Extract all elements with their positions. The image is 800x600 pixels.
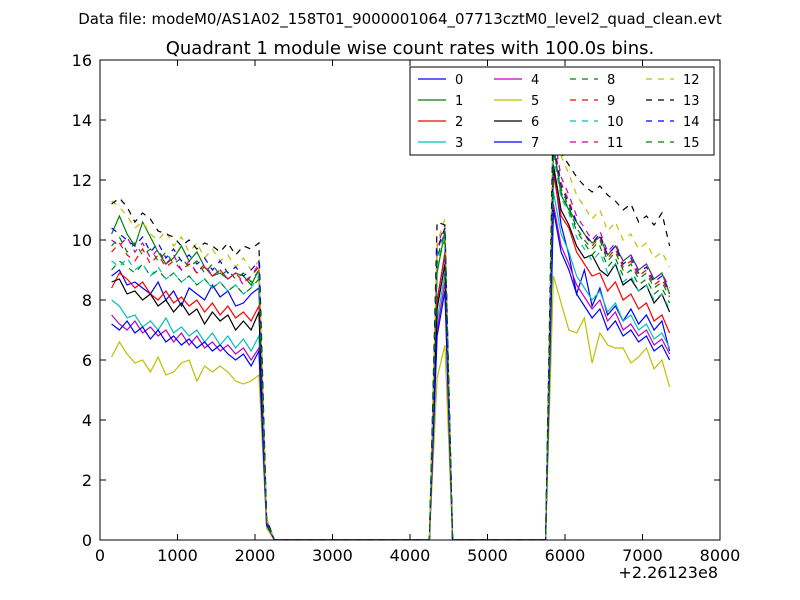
y-tick-label: 10 xyxy=(72,231,92,250)
x-tick-label: 2000 xyxy=(235,546,276,565)
series-line-14 xyxy=(111,146,671,540)
y-tick-label: 4 xyxy=(82,411,92,430)
series-line-9 xyxy=(111,140,671,540)
x-tick-label: 8000 xyxy=(700,546,741,565)
series-line-8 xyxy=(111,149,671,540)
legend-label-4: 4 xyxy=(531,73,539,88)
series-line-5 xyxy=(111,275,671,540)
y-tick-label: 16 xyxy=(72,51,92,70)
y-tick-label: 6 xyxy=(82,351,92,370)
legend-label-11: 11 xyxy=(607,136,624,151)
x-tick-label: 7000 xyxy=(622,546,663,565)
legend-label-7: 7 xyxy=(531,136,539,151)
chart-title: Quadrant 1 module wise count rates with … xyxy=(166,38,655,59)
y-tick-label: 8 xyxy=(82,291,92,310)
y-tick-label: 12 xyxy=(72,171,92,190)
legend-label-10: 10 xyxy=(607,115,624,130)
legend-label-1: 1 xyxy=(455,94,463,109)
legend-label-8: 8 xyxy=(607,73,615,88)
series-line-2 xyxy=(111,173,671,540)
legend-label-14: 14 xyxy=(683,115,700,130)
x-tick-label: 6000 xyxy=(545,546,586,565)
plot-area: 0 1000 2000 3000 4000 5000 6000 7000 80000246810… xyxy=(72,51,741,565)
series-group xyxy=(111,95,671,540)
legend-label-12: 12 xyxy=(683,73,700,88)
legend-label-15: 15 xyxy=(683,136,700,151)
x-tick-label: 1000 xyxy=(157,546,198,565)
legend-label-13: 13 xyxy=(683,94,700,109)
series-line-10 xyxy=(111,155,671,540)
legend-label-2: 2 xyxy=(455,115,463,130)
y-tick-label: 0 xyxy=(82,531,92,550)
legend-label-9: 9 xyxy=(607,94,615,109)
series-line-4 xyxy=(111,203,671,540)
legend-label-3: 3 xyxy=(455,136,463,151)
legend-label-6: 6 xyxy=(531,115,539,130)
series-line-7 xyxy=(111,209,671,540)
legend-label-5: 5 xyxy=(531,94,539,109)
x-tick-label: 4000 xyxy=(390,546,431,565)
x-tick-label: 0 xyxy=(95,546,105,565)
x-tick-label: 3000 xyxy=(312,546,353,565)
y-tick-label: 14 xyxy=(72,111,92,130)
data-file-label: Data file: modeM0/AS1A02_158T01_90000010… xyxy=(78,10,722,29)
legend-label-0: 0 xyxy=(455,73,463,88)
series-line-6 xyxy=(111,164,671,540)
x-offset-label: +2.26123e8 xyxy=(618,563,718,582)
ticks-group: 0 1000 2000 3000 4000 5000 6000 7000 80000246810… xyxy=(72,51,741,565)
x-tick-label: 5000 xyxy=(467,546,508,565)
legend-box xyxy=(409,66,715,156)
series-line-13 xyxy=(111,101,671,540)
y-tick-label: 2 xyxy=(82,471,92,490)
